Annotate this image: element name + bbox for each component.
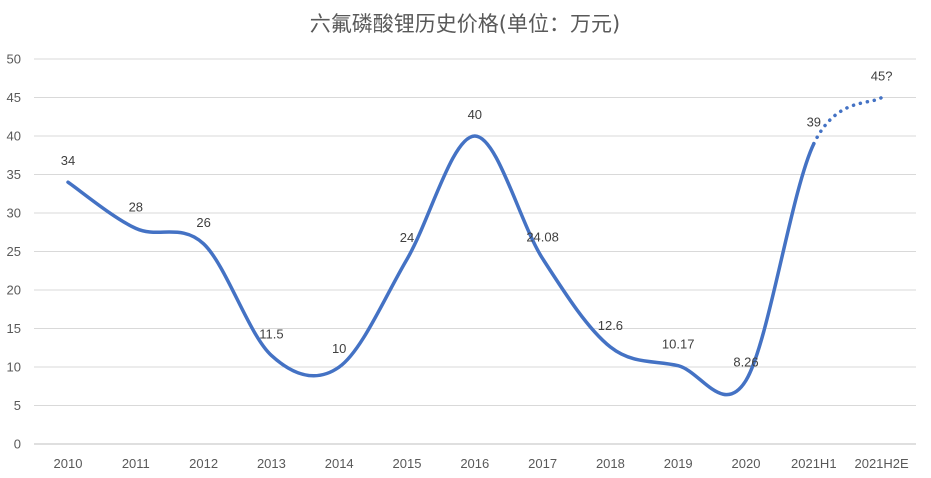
x-tick-label: 2010 [54,456,83,471]
y-tick-label: 30 [7,206,21,221]
data-label: 34 [61,153,75,168]
y-tick-label: 35 [7,167,21,182]
x-tick-label: 2018 [596,456,625,471]
y-tick-label: 10 [7,360,21,375]
data-label: 8.26 [733,354,758,369]
x-tick-label: 2021H2E [854,456,909,471]
x-tick-label: 2012 [189,456,218,471]
x-axis: 2010 2011 2012 2013 2014 2015 2016 2017 2018 2019… [54,456,909,471]
x-tick-label: 2017 [528,456,557,471]
data-label: 26 [196,215,210,230]
y-tick-label: 45 [7,90,21,105]
y-tick-label: 20 [7,283,21,298]
series-line-actual [66,134,816,397]
y-tick-label: 25 [7,244,21,259]
data-label: 24.08 [526,230,559,245]
x-tick-label: 2015 [393,456,422,471]
y-tick-label: 15 [7,321,21,336]
x-tick-label: 2013 [257,456,286,471]
data-labels: 34 28 26 11.5 10 24 40 24.08 12.6 10.17 8.26 39 45? [61,69,893,370]
y-tick-label: 50 [7,52,21,67]
series-price [66,95,884,397]
data-label: 12.6 [598,318,623,333]
data-label: 45? [871,69,893,84]
x-tick-label: 2011 [122,456,150,471]
series-line-estimate [812,95,884,146]
data-label: 11.5 [259,326,283,341]
y-tick-label: 0 [14,437,21,452]
y-axis: 0 5 10 15 20 25 30 35 40 45 50 [7,52,21,452]
x-tick-label: 2020 [732,456,761,471]
data-label: 10 [332,341,346,356]
x-tick-label: 2019 [664,456,693,471]
y-tick-label: 5 [14,398,21,413]
x-tick-label: 2014 [325,456,354,471]
data-label: 39 [807,115,821,130]
data-label: 10.17 [662,337,695,352]
x-tick-label: 2016 [460,456,489,471]
data-label: 24 [400,230,414,245]
data-label: 28 [129,199,143,214]
x-tick-label: 2021H1 [791,456,837,471]
chart-title: 六氟磷酸锂历史价格(单位：万元) [310,12,620,36]
data-label: 40 [468,107,482,122]
y-tick-label: 40 [7,129,21,144]
